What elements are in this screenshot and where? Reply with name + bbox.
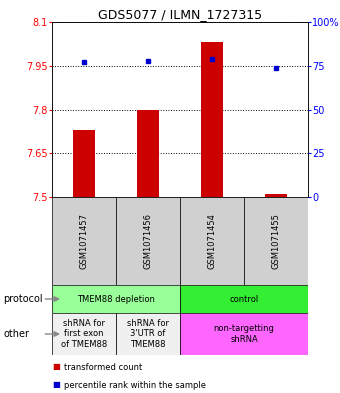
Bar <box>201 42 223 197</box>
Title: GDS5077 / ILMN_1727315: GDS5077 / ILMN_1727315 <box>98 8 262 21</box>
FancyBboxPatch shape <box>180 285 308 313</box>
Text: TMEM88 depletion: TMEM88 depletion <box>77 294 155 303</box>
Text: shRNA for
first exon
of TMEM88: shRNA for first exon of TMEM88 <box>61 319 107 349</box>
Text: GSM1071457: GSM1071457 <box>80 213 88 269</box>
Bar <box>265 194 287 197</box>
Text: control: control <box>230 294 259 303</box>
Text: other: other <box>3 329 29 339</box>
Text: non-targetting
shRNA: non-targetting shRNA <box>214 324 274 344</box>
FancyBboxPatch shape <box>180 197 244 285</box>
Text: ■: ■ <box>52 362 60 371</box>
FancyBboxPatch shape <box>180 313 308 355</box>
FancyBboxPatch shape <box>244 197 308 285</box>
Bar <box>73 130 95 197</box>
Text: GSM1071454: GSM1071454 <box>207 213 217 269</box>
Bar <box>137 110 159 197</box>
Text: shRNA for
3'UTR of
TMEM88: shRNA for 3'UTR of TMEM88 <box>127 319 169 349</box>
FancyBboxPatch shape <box>52 197 116 285</box>
Text: protocol: protocol <box>3 294 43 304</box>
Text: transformed count: transformed count <box>64 362 142 371</box>
FancyBboxPatch shape <box>52 285 180 313</box>
Text: percentile rank within the sample: percentile rank within the sample <box>64 380 206 389</box>
Text: GSM1071455: GSM1071455 <box>272 213 280 269</box>
FancyBboxPatch shape <box>116 313 180 355</box>
Text: GSM1071456: GSM1071456 <box>143 213 153 269</box>
FancyBboxPatch shape <box>116 197 180 285</box>
FancyBboxPatch shape <box>52 313 116 355</box>
Text: ■: ■ <box>52 380 60 389</box>
